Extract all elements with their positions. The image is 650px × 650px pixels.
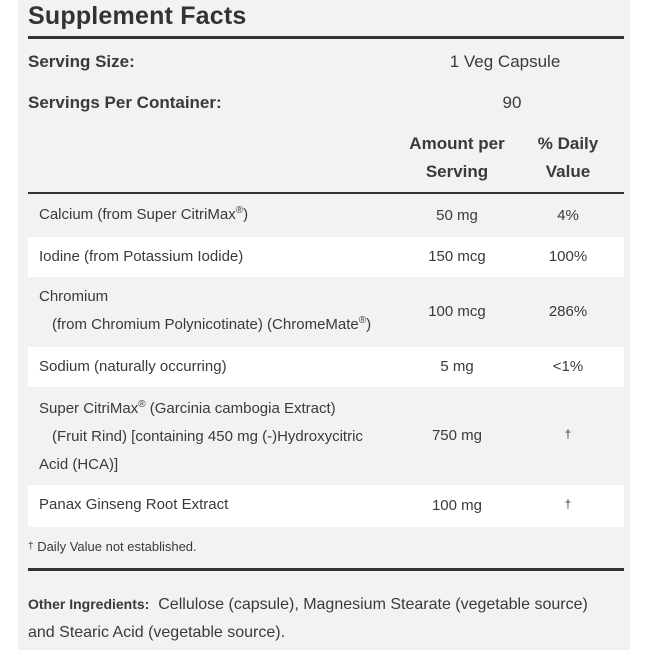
nutrient-row-super-citrimax: Super CitriMax® (Garcinia cambogia Extra… — [28, 387, 624, 485]
nutrient-row-panax-ginseng: Panax Ginseng Root Extract 100 mg † — [28, 485, 624, 527]
nutrient-daily-value: <1% — [552, 358, 584, 375]
title-rule — [28, 36, 624, 39]
other-ingredients-text: Cellulose (capsule), Magnesium Stearate … — [28, 596, 588, 641]
dagger-symbol: † — [28, 541, 34, 552]
footnote: † Daily Value not established. — [28, 539, 197, 554]
amount-header-line1: Amount per — [409, 134, 505, 153]
nutrient-row-sodium: Sodium (naturally occurring) 5 mg <1% — [28, 347, 624, 387]
nutrient-daily-value: † — [564, 497, 572, 511]
serving-size-label: Serving Size: — [28, 52, 135, 71]
nutrient-amount: 100 mcg — [428, 303, 486, 320]
nutrient-name: Calcium (from Super CitriMax®) — [39, 205, 249, 224]
nutrient-name: Sodium (naturally occurring) — [39, 358, 227, 375]
panel-title: Supplement Facts — [28, 2, 247, 30]
nutrient-amount: 750 mg — [431, 427, 483, 444]
footer-rule — [28, 568, 624, 571]
nutrient-daily-value: 4% — [557, 207, 579, 224]
serving-size-value: 1 Veg Capsule — [449, 52, 561, 71]
nutrient-amount: 150 mcg — [428, 248, 486, 265]
nutrient-name: Panax Ginseng Root Extract — [39, 496, 229, 513]
amount-per-serving-header: Amount per Serving — [398, 130, 516, 186]
nutrient-row-chromium: Chromium (from Chromium Polynicotinate) … — [28, 277, 624, 347]
footnote-text: Daily Value not established. — [37, 539, 197, 554]
nutrient-amount: 50 mg — [436, 207, 478, 224]
servings-per-container-label: Servings Per Container: — [28, 93, 222, 112]
nutrient-daily-value: † — [564, 427, 572, 441]
nutrient-row-calcium: Calcium (from Super CitriMax®) 50 mg 4% — [28, 195, 624, 237]
header-rule — [28, 192, 624, 194]
nutrient-amount: 5 mg — [440, 358, 474, 375]
daily-value-header: % Daily Value — [528, 130, 608, 186]
dv-header-line2: Value — [545, 162, 591, 181]
nutrient-daily-value: 286% — [548, 303, 588, 320]
other-ingredients: Other Ingredients: Cellulose (capsule), … — [28, 590, 618, 647]
nutrient-name: Iodine (from Potassium Iodide) — [39, 248, 244, 265]
dv-header-line1: % Daily — [537, 134, 599, 153]
other-ingredients-label: Other Ingredients: — [28, 596, 150, 612]
nutrient-name: Chromium (from Chromium Polynicotinate) … — [39, 288, 372, 333]
nutrient-row-iodine: Iodine (from Potassium Iodide) 150 mcg 1… — [28, 237, 624, 277]
nutrient-daily-value: 100% — [548, 248, 588, 265]
servings-per-container-value: 90 — [502, 93, 522, 112]
nutrient-name: Super CitriMax® (Garcinia cambogia Extra… — [39, 399, 363, 474]
nutrient-amount: 100 mg — [431, 497, 483, 514]
amount-header-line2: Serving — [425, 162, 489, 181]
